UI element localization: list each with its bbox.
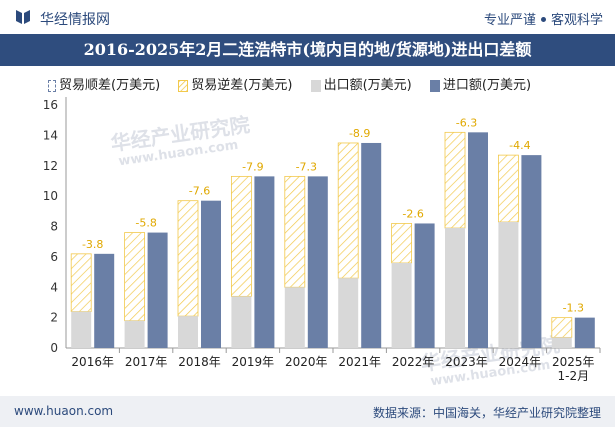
import-bar: [147, 232, 168, 348]
legend-item-deficit: 贸易逆差(万美元): [178, 74, 292, 93]
chart-legend: 贸易顺差(万美元) 贸易逆差(万美元) 出口额(万美元) 进口额(万美元): [48, 74, 545, 96]
import-bar: [307, 176, 328, 348]
x-tick-label: 2019年: [232, 355, 275, 369]
deficit-bar: [230, 175, 252, 297]
import-bar: [414, 223, 435, 348]
deficit-data-label: -8.9: [349, 127, 370, 140]
deficit-bar: [284, 175, 306, 288]
footer-bar: www.huaon.com 数据来源：中国海关，华经产业研究院整理: [0, 396, 615, 427]
y-tick-label: 14: [43, 128, 58, 142]
deficit-data-label: -4.4: [509, 139, 530, 152]
x-tick-label: 2023年: [445, 355, 488, 369]
deficit-bar: [444, 131, 466, 229]
y-tick-label: 6: [50, 250, 58, 264]
deficit-data-label: -6.3: [456, 116, 477, 129]
x-tick-label: 2024年: [499, 355, 542, 369]
legend-swatch-import: [429, 79, 440, 92]
deficit-bar: [551, 317, 573, 338]
legend-item-surplus: 贸易顺差(万美元): [48, 74, 160, 93]
x-tick-label: 2025年 1-2月: [552, 355, 595, 383]
x-tick-label: 2018年: [178, 355, 221, 369]
legend-item-export: 出口额(万美元): [310, 74, 412, 93]
y-tick-label: 2: [50, 311, 58, 325]
deficit-data-label: -7.9: [242, 160, 263, 173]
export-bar: [284, 287, 305, 348]
legend-label-deficit: 贸易逆差(万美元): [191, 78, 293, 93]
import-bar: [521, 155, 542, 348]
import-bar: [468, 132, 488, 348]
deficit-bar: [337, 142, 359, 279]
export-bar: [391, 262, 412, 348]
legend-swatch-surplus: [48, 79, 56, 92]
deficit-bar: [124, 232, 145, 322]
y-tick-label: 8: [50, 220, 58, 234]
export-bar: [551, 337, 572, 348]
deficit-bar: [391, 223, 413, 264]
y-tick-label: 12: [43, 159, 58, 173]
footer-url: www.huaon.com: [14, 404, 114, 418]
deficit-data-label: -7.3: [296, 160, 317, 173]
deficit-bar: [497, 154, 519, 223]
legend-swatch-export: [310, 79, 321, 92]
y-tick-label: 16: [43, 98, 58, 112]
legend-label-surplus: 贸易顺差(万美元): [59, 78, 161, 93]
import-bar: [574, 317, 595, 348]
export-bar: [445, 228, 465, 348]
tagline-right: 客观科学: [550, 13, 603, 28]
title-bar: 2016-2025年2月二连浩特市(境内目的地/货源地)进出口差额: [0, 34, 615, 66]
x-tick-label: 2021年: [338, 355, 381, 369]
y-tick-label: 0: [50, 341, 58, 355]
tagline-left: 专业严谨: [483, 13, 536, 28]
legend-label-import: 进口额(万美元): [442, 78, 532, 93]
legend-label-export: 出口额(万美元): [323, 78, 412, 93]
import-bar: [94, 253, 115, 348]
legend-item-import: 进口额(万美元): [429, 74, 532, 93]
deficit-data-label: -3.8: [82, 238, 103, 251]
import-bar: [201, 200, 221, 348]
x-tick-label: 2022年: [392, 355, 435, 369]
export-bar: [498, 221, 519, 348]
deficit-data-label: -2.6: [402, 207, 423, 220]
import-bar: [254, 176, 275, 348]
huajing-logo-icon: [16, 10, 30, 24]
export-bar: [71, 311, 92, 348]
export-bar: [231, 296, 252, 348]
header-bar: 华经情报网 专业严谨 客观科学: [0, 0, 615, 34]
x-tick-label: 2017年: [125, 355, 168, 369]
deficit-data-label: -1.3: [563, 302, 584, 315]
footer-source: 数据来源：中国海关，华经产业研究院整理: [372, 406, 601, 420]
deficit-data-label: -5.8: [135, 217, 156, 230]
export-bar: [124, 320, 145, 348]
chart-title: 2016-2025年2月二连浩特市(境内目的地/货源地)进出口差额: [83, 40, 532, 59]
tagline: 专业严谨 客观科学: [484, 9, 603, 28]
export-bar: [338, 278, 359, 348]
export-bar: [178, 316, 198, 348]
y-tick-label: 10: [43, 189, 58, 203]
x-tick-label: 2020年: [285, 355, 328, 369]
deficit-bar: [70, 253, 92, 312]
site-name: 华经情报网: [40, 12, 110, 28]
y-tick-label: 4: [50, 280, 58, 294]
tagline-dot-icon: [540, 17, 546, 22]
import-bar: [361, 142, 382, 348]
chart-plot: 0 2 4 6 8 10 12 14 16 -3.8 2016年 -5.8 2017年 -7.6 2018年…: [43, 97, 601, 383]
legend-swatch-deficit: [178, 79, 189, 92]
deficit-bar: [177, 200, 199, 317]
x-tick-label: 2016年: [71, 355, 114, 369]
deficit-data-label: -7.6: [189, 185, 210, 198]
